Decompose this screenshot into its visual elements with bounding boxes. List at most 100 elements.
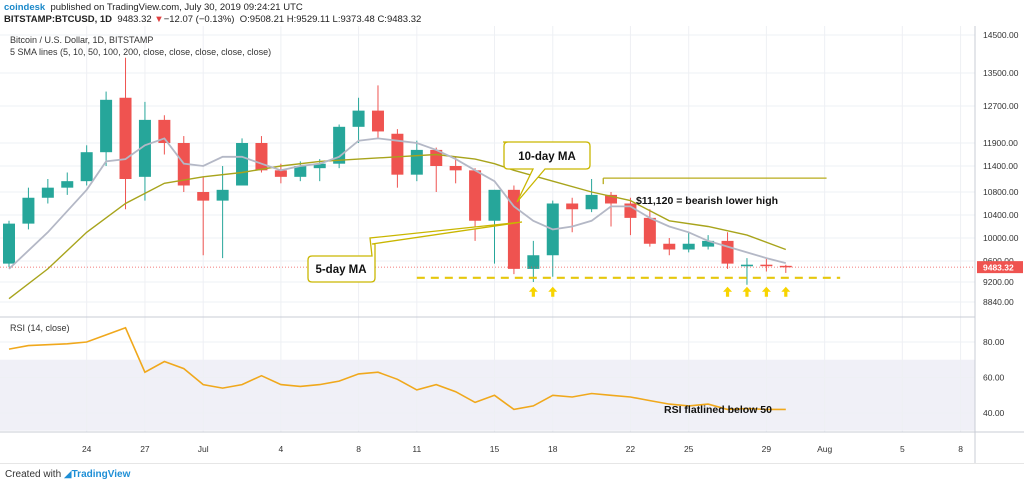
- price-tick-label: 8840.00: [983, 297, 1014, 307]
- price-tick-label: 9600.00: [983, 256, 1014, 266]
- footer: Created with ◢TradingView: [0, 463, 1024, 486]
- candle-body: [391, 133, 404, 175]
- up-arrow-icon: [528, 286, 538, 297]
- candle-body: [682, 243, 695, 250]
- source-logo[interactable]: coindesk: [4, 2, 46, 13]
- price-change: −12.07 (−0.13%): [163, 14, 235, 25]
- candle-body: [158, 119, 171, 143]
- candle-body: [274, 170, 287, 177]
- last-price: 9483.32: [117, 14, 152, 25]
- up-arrow-icon: [723, 286, 733, 297]
- ma10-callout: 10-day MA: [503, 141, 591, 203]
- candle-body: [236, 143, 249, 186]
- candle-body: [449, 166, 462, 171]
- published-info: published on TradingView.com, July 30, 2…: [50, 2, 303, 13]
- chart-header: coindesk published on TradingView.com, J…: [0, 0, 1024, 26]
- candle-body: [410, 149, 423, 175]
- time-tick-label: 29: [762, 444, 772, 454]
- candle-body: [313, 163, 326, 169]
- candle-body: [585, 194, 598, 210]
- header-line-2: BITSTAMP:BTCUSD, 1D 9483.32 ▼−12.07 (−0.…: [4, 14, 421, 25]
- price-tick-label: 12700.00: [983, 101, 1019, 111]
- axes: 14500.00 13500.00 12700.00 11900.00 11400.00…: [82, 30, 1023, 454]
- price-tick-label: 11400.00: [983, 161, 1018, 171]
- candle-body: [138, 119, 151, 177]
- time-tick-label: 27: [140, 444, 150, 454]
- candle-body: [566, 203, 579, 210]
- annotations: 10-day MA 5-day MA $11,120 = bearish low…: [307, 141, 841, 416]
- rsi-band: [0, 359, 975, 431]
- rsi-tick-label: 40.00: [983, 408, 1005, 418]
- time-tick-label: 8: [958, 444, 963, 454]
- header-line-1: coindesk published on TradingView.com, J…: [4, 2, 303, 13]
- created-with-text: Created with: [5, 469, 62, 480]
- sma10-line: [8, 153, 787, 300]
- price-chart-title: Bitcoin / U.S. Dollar, 1D, BITSTAMP: [10, 35, 153, 45]
- ma10-label: 10-day MA: [518, 151, 576, 163]
- sma5-line: [8, 137, 787, 270]
- candle-body: [702, 240, 715, 247]
- time-tick-label: Aug: [817, 444, 832, 454]
- candle-body: [779, 265, 792, 268]
- rsi-line: [8, 326, 786, 411]
- candle-body: [430, 149, 443, 166]
- candle-body: [119, 97, 132, 179]
- time-tick-label: 15: [490, 444, 500, 454]
- candle-body: [80, 152, 93, 182]
- time-tick-label: Jul: [198, 444, 209, 454]
- candle-body: [488, 189, 501, 221]
- price-tick-label: 10400.00: [983, 210, 1019, 220]
- candle-body: [3, 223, 15, 264]
- time-tick-label: 25: [684, 444, 694, 454]
- tradingview-link[interactable]: TradingView: [71, 469, 131, 480]
- ma5-callout: 5-day MA: [307, 221, 523, 283]
- moving-average-lines: [0, 137, 975, 411]
- price-tick-label: 11900.00: [983, 138, 1018, 148]
- candle-body: [41, 187, 54, 198]
- time-tick-label: 8: [356, 444, 361, 454]
- footer-credit: Created with ◢TradingView: [5, 469, 130, 480]
- candle-body: [352, 110, 365, 127]
- candle-body: [527, 255, 540, 269]
- ma5-label: 5-day MA: [315, 264, 366, 276]
- price-tick-label: 10800.00: [983, 187, 1019, 197]
- candle-body: [760, 264, 773, 267]
- time-tick-label: 11: [412, 444, 421, 454]
- candle-body: [740, 264, 753, 267]
- up-arrow-icon: [761, 286, 771, 297]
- candlestick-series: [3, 57, 792, 285]
- candle-body: [255, 143, 268, 171]
- candle-body: [22, 197, 35, 224]
- time-tick-label: 18: [548, 444, 558, 454]
- candle-body: [100, 99, 113, 153]
- ohlc-values: O:9508.21 H:9529.11 L:9373.48 C:9483.32: [239, 14, 422, 25]
- price-tick-label: 13500.00: [983, 68, 1019, 78]
- price-pane-bg: [0, 26, 975, 317]
- rsi-tick-label: 60.00: [983, 373, 1005, 383]
- lower-high-label: $11,120 = bearish lower high: [636, 195, 778, 207]
- down-arrow-icon: ▼: [154, 14, 164, 25]
- rsi-title: RSI (14, close): [10, 323, 70, 333]
- tradingview-logo-icon: ◢: [63, 469, 72, 480]
- candle-body: [605, 194, 618, 204]
- price-chart[interactable]: 10-day MA 5-day MA $11,120 = bearish low…: [0, 26, 1024, 463]
- candle-body: [469, 170, 482, 221]
- rsi-tick-label: 80.00: [983, 337, 1005, 347]
- candle-body: [216, 189, 229, 201]
- time-tick-label: 4: [279, 444, 284, 454]
- candle-body: [663, 243, 676, 250]
- time-tick-label: 22: [626, 444, 636, 454]
- candle-body: [721, 240, 734, 264]
- candle-body: [197, 192, 210, 201]
- candle-body: [371, 110, 384, 132]
- up-arrow-icon: [781, 286, 791, 297]
- time-tick-label: 5: [900, 444, 905, 454]
- price-tick-label: 10000.00: [983, 233, 1019, 243]
- symbol-label: BITSTAMP:BTCUSD, 1D: [4, 14, 113, 25]
- up-arrow-icon: [742, 286, 752, 297]
- price-tick-label: 9200.00: [983, 277, 1014, 287]
- price-tick-label: 14500.00: [983, 30, 1019, 40]
- candle-body: [61, 181, 74, 188]
- grid-lines: [0, 26, 1024, 463]
- candle-body: [643, 217, 656, 244]
